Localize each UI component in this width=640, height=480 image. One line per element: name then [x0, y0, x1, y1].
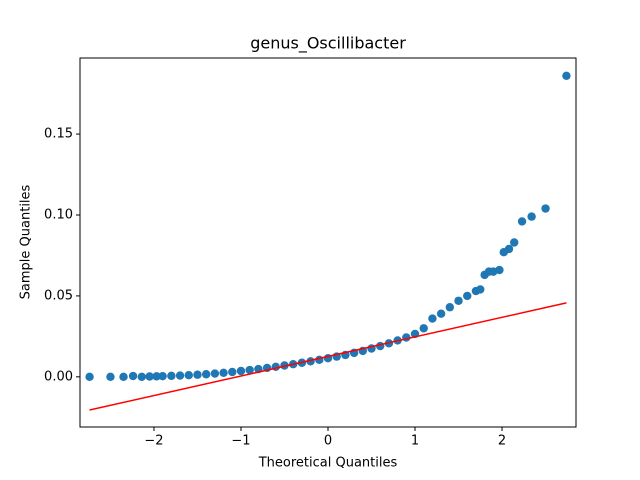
point	[510, 238, 519, 247]
chart-title: genus_Oscillibacter	[250, 34, 406, 54]
y-tick-label: 0.05	[44, 288, 73, 303]
point	[236, 366, 246, 376]
point	[145, 372, 154, 381]
point	[128, 371, 138, 381]
point	[445, 303, 455, 312]
point	[228, 367, 237, 377]
x-tick-label: −1	[231, 434, 250, 449]
y-tick-label: 0.15	[44, 127, 73, 142]
point	[428, 314, 437, 323]
x-axis-label: Theoretical Quantiles	[258, 456, 398, 471]
x-tick-label: −2	[144, 434, 163, 449]
x-tick-label: 1	[411, 434, 419, 449]
point	[137, 372, 146, 382]
x-tick-label: 2	[498, 434, 506, 449]
point	[476, 285, 485, 294]
point	[495, 265, 504, 275]
y-tick-label: 0.00	[44, 369, 73, 384]
point	[541, 204, 550, 213]
point	[85, 372, 94, 382]
point	[517, 217, 527, 226]
point	[175, 371, 185, 380]
point	[463, 291, 472, 301]
point	[152, 372, 161, 381]
point	[454, 296, 463, 305]
y-axis-label: Sample Quantiles	[19, 184, 34, 299]
point	[219, 368, 228, 377]
point	[527, 212, 536, 221]
point	[184, 371, 193, 380]
point	[201, 370, 211, 379]
point	[315, 355, 324, 365]
point	[210, 369, 220, 378]
point	[119, 372, 128, 382]
x-tick-label: 0	[324, 434, 332, 449]
point	[504, 244, 514, 254]
point	[562, 71, 571, 81]
point	[106, 372, 115, 382]
point	[436, 309, 446, 318]
point	[419, 324, 428, 333]
point	[193, 370, 202, 379]
point	[158, 371, 167, 381]
plot-frame	[79, 57, 577, 428]
fit-line	[89, 302, 567, 411]
point	[167, 371, 176, 381]
y-tick-label: 0.10	[44, 207, 73, 222]
point	[245, 365, 254, 375]
